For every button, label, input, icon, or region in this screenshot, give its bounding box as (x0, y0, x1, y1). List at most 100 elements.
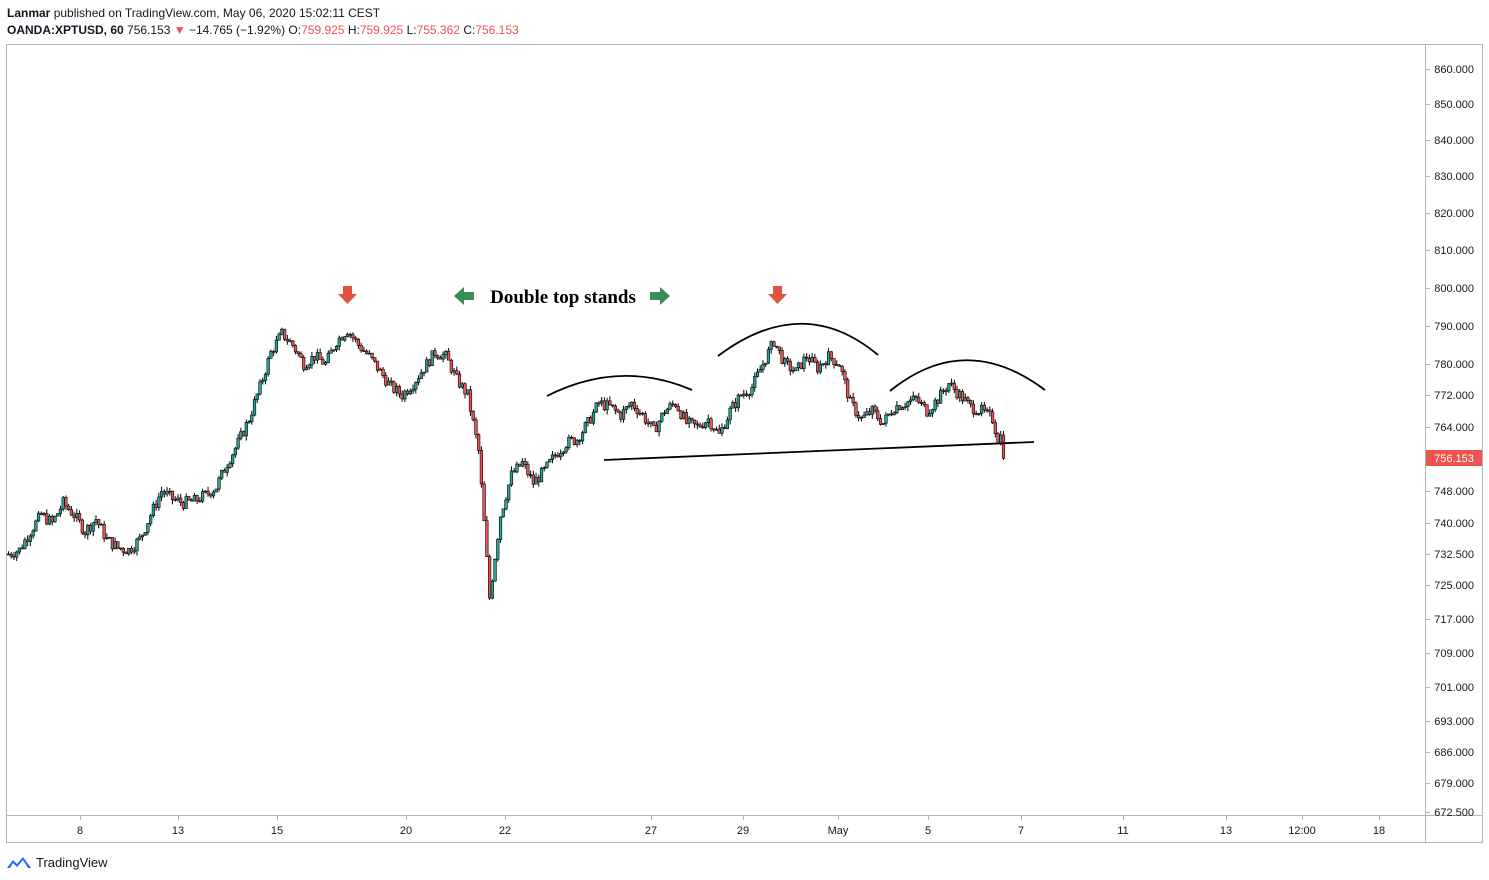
candle-body (641, 412, 645, 415)
candle-body (673, 404, 678, 407)
green-right-arrow-icon[interactable] (650, 287, 670, 305)
candle-body (397, 386, 401, 395)
price-axis[interactable]: 860.000 850.000 840.000 830.000 820.000 810.0… (1425, 64, 1474, 819)
candle-body (471, 410, 475, 421)
red-down-arrow-1-icon[interactable] (338, 286, 357, 304)
candle-body (184, 496, 188, 509)
candle-body (627, 405, 631, 408)
candle-body (851, 396, 855, 404)
candle-body (810, 357, 814, 363)
candle-body (824, 363, 828, 366)
red-down-arrow-2-icon[interactable] (768, 286, 787, 304)
green-left-arrow-icon[interactable] (454, 287, 474, 305)
candle-body (463, 383, 467, 395)
time-axis[interactable]: 8 13 15 20 22 27 29 May 5 7 11 13 12:00 18 (77, 815, 1385, 837)
candle-body (105, 537, 109, 539)
candle-body (775, 345, 779, 348)
candle-body (364, 350, 369, 354)
candle-body (102, 523, 106, 539)
price-tick-label: 709.000 (1434, 648, 1474, 660)
candle-body (761, 364, 765, 371)
candle-body (474, 419, 478, 435)
candle-body (348, 333, 352, 336)
arc-drawing-3[interactable] (889, 359, 1046, 392)
price-tick-label: 732.500 (1434, 549, 1474, 561)
candle-body (116, 541, 120, 549)
candle-body (291, 340, 295, 346)
candle-body (214, 488, 218, 493)
candle-body (97, 519, 101, 525)
candle-body (744, 393, 749, 396)
author-name[interactable]: Lanmar (7, 6, 51, 20)
candle-body (293, 345, 298, 353)
candle-body (764, 362, 768, 365)
candle-body (345, 333, 350, 338)
time-tick-label: 13 (172, 825, 184, 837)
price-tick-label: 717.000 (1434, 614, 1474, 626)
candles-group (6, 327, 1006, 601)
candle-body (840, 366, 844, 372)
brand-name: TradingView (36, 854, 108, 870)
candle-body (635, 408, 639, 415)
annotation-text[interactable]: Double top stands (490, 287, 636, 308)
candle-body (780, 350, 784, 364)
candle-body (343, 336, 347, 341)
candle-body (709, 418, 713, 430)
candle-body (433, 350, 437, 357)
candle-body (466, 389, 470, 395)
drawings[interactable] (546, 322, 1046, 461)
arc-drawing-1[interactable] (546, 374, 693, 397)
candle-body (963, 397, 967, 402)
candle-body (944, 390, 948, 393)
candle-body (556, 455, 560, 458)
candle-body (971, 403, 976, 415)
candle-body (490, 580, 494, 599)
low-value: 755.362 (416, 23, 460, 37)
candle-body (162, 491, 166, 495)
candle-body (88, 524, 93, 532)
candle-body (974, 413, 978, 416)
candle-body (739, 394, 743, 397)
candle-body (220, 469, 224, 479)
candle-body (56, 513, 60, 517)
candle-body (389, 380, 393, 383)
candle-body (20, 547, 24, 550)
candle-body (170, 490, 175, 501)
candle-body (671, 403, 675, 406)
time-tick-label: 15 (271, 825, 283, 837)
footer-brand[interactable]: TradingView (6, 852, 108, 872)
candle-body (310, 356, 314, 366)
candle-body (960, 391, 965, 402)
time-tick-label: 27 (645, 825, 657, 837)
candle-body (83, 532, 87, 536)
candle-body (315, 352, 319, 361)
price-tick-label: 672.500 (1434, 807, 1474, 819)
candle-body (602, 400, 607, 411)
candle-body (848, 396, 853, 399)
arc-drawing-2[interactable] (717, 322, 879, 357)
candle-body (498, 516, 503, 540)
candle-body (597, 402, 601, 405)
neckline-drawing[interactable] (603, 441, 1035, 461)
candle-body (900, 407, 904, 411)
chart-frame (6, 44, 1483, 843)
time-tick-label: 11 (1117, 825, 1128, 837)
candle-body (857, 414, 861, 419)
candle-body (706, 418, 710, 424)
candle-body (64, 497, 68, 507)
candle-body (980, 404, 984, 414)
candle-body (818, 364, 822, 373)
candle-body (889, 413, 894, 416)
candle-body (731, 402, 735, 409)
candle-body (919, 402, 924, 404)
candle-body (969, 400, 973, 405)
candle-body (693, 419, 697, 425)
candle-body (416, 378, 421, 383)
symbol-name[interactable]: OANDA:XPTUSD, 60 (7, 23, 124, 37)
candle-body (244, 422, 248, 437)
candle-body (422, 371, 426, 374)
price-tick-label: 693.000 (1434, 716, 1474, 728)
time-tick-label: May (828, 825, 849, 837)
candle-body (408, 390, 412, 395)
